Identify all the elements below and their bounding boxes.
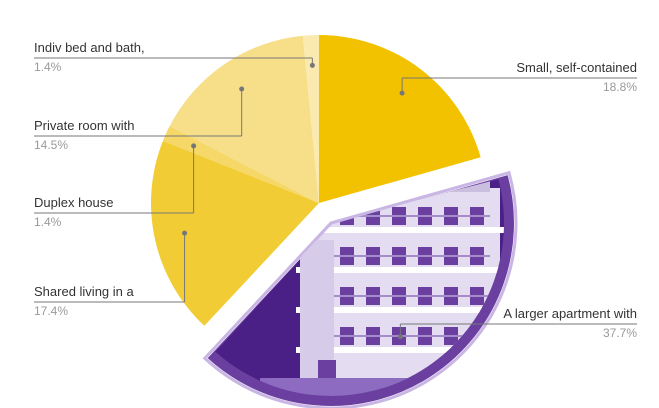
leader-dot-indiv-bed-and-bath	[309, 62, 315, 68]
balcony-rail	[310, 295, 490, 297]
leader-dot-small-self-contained	[399, 90, 405, 96]
slice-value-shared-living-in-a: 17.4%	[34, 304, 68, 318]
balcony-rail	[310, 255, 490, 257]
pie-slice-private-room-with	[169, 35, 319, 203]
pie-slice-shared-living-in-a	[151, 140, 319, 326]
slice-label-a-larger-apartment-with: A larger apartment with	[503, 306, 637, 321]
slice-label-private-room-with: Private room with	[34, 118, 134, 133]
slice-label-shared-living-in-a: Shared living in a	[34, 284, 134, 299]
floor-slab	[296, 307, 505, 313]
slice-labels: Small, self-contained 18.8% A larger apart…	[34, 40, 637, 340]
slice-value-a-larger-apartment-with: 37.7%	[603, 326, 637, 340]
leader-dot-shared-living-in-a	[182, 230, 188, 236]
pie-slice-small-self-contained	[319, 35, 481, 203]
slice-value-indiv-bed-and-bath: 1.4%	[34, 60, 62, 74]
leader-dot-a-larger-apartment-with	[397, 334, 403, 340]
slice-label-small-self-contained: Small, self-contained	[516, 60, 637, 75]
apartment-slice-rim	[202, 170, 518, 408]
slice-value-private-room-with: 14.5%	[34, 138, 68, 152]
building-side-tower	[300, 240, 334, 380]
balcony-rail	[310, 215, 490, 217]
slice-value-duplex-house: 1.4%	[34, 215, 62, 229]
floor-slab	[296, 347, 505, 353]
floor-slab	[296, 267, 505, 273]
floor-slab	[296, 227, 505, 233]
leader-dot-duplex-house	[191, 143, 197, 149]
slice-label-duplex-house: Duplex house	[34, 195, 114, 210]
leader-lines	[34, 57, 637, 340]
slice-value-small-self-contained: 18.8%	[603, 80, 637, 94]
pie-slice-indiv-bed-and-bath	[302, 35, 319, 203]
pie-slice-duplex-house	[162, 126, 319, 203]
slice-label-indiv-bed-and-bath: Indiv bed and bath,	[34, 40, 145, 55]
leader-dot-private-room-with	[239, 86, 245, 92]
